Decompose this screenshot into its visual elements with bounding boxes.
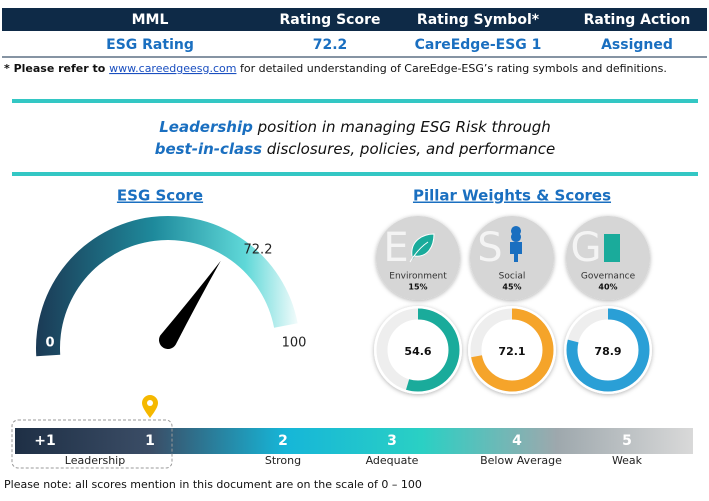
footnote-link[interactable]: www.careedgeesg.com: [109, 62, 236, 75]
tagline: Leadership position in managing ESG Risk…: [159, 118, 551, 136]
footnote-suffix: for detailed understanding of CareEdge-E…: [236, 62, 666, 75]
footnote-prefix: * Please refer to: [4, 62, 109, 75]
gauge-min: 0: [45, 336, 54, 351]
section-title: Pillar Weights & Scores: [413, 187, 611, 205]
scale-name: Strong: [265, 454, 301, 467]
donut-arc: [376, 308, 460, 392]
donut-value: 72.1: [498, 345, 525, 358]
pillar-badge: [376, 216, 460, 300]
donut-arc: [566, 308, 650, 392]
donut-value: 78.9: [594, 345, 621, 358]
tagline: best-in-class disclosures, policies, and…: [155, 140, 556, 158]
note: Please note: all scores mention in this …: [4, 478, 422, 491]
table-header: Rating Symbol*: [417, 12, 540, 28]
pillar-letter: G: [571, 225, 602, 271]
pillar-name: Governance: [581, 272, 636, 282]
table-cell: CareEdge-ESG 1: [415, 37, 542, 53]
tagline-text: position in managing ESG Risk through: [253, 118, 551, 136]
footnote: * Please refer to www.careedgeesg.com fo…: [4, 62, 667, 75]
scale-level: 2: [278, 433, 288, 449]
pillar-weight: 40%: [598, 283, 617, 292]
scale-name: Below Average: [480, 454, 562, 467]
scale-name: Adequate: [366, 454, 419, 467]
table-header: Rating Action: [584, 12, 691, 28]
scale-name: Leadership: [65, 454, 125, 467]
gauge-max: 100: [282, 336, 307, 351]
pillar-name: Environment: [389, 272, 447, 282]
donut-value: 54.6: [404, 345, 431, 358]
scale-name: Weak: [612, 454, 643, 467]
scale-level: 4: [512, 433, 522, 449]
table-cell: Assigned: [601, 37, 673, 53]
pillar-letter: E: [383, 225, 408, 271]
table-cell: ESG Rating: [106, 37, 194, 53]
pillar-letter: S: [477, 225, 502, 271]
scale-level: 5: [622, 433, 632, 449]
marker-pin: [142, 395, 158, 418]
pillar-weight: 45%: [502, 283, 521, 292]
donut-arc: [470, 308, 554, 392]
gauge-arc: [35, 215, 298, 357]
scale-level: +1: [34, 433, 55, 449]
table-header: Rating Score: [280, 12, 381, 28]
pillar-badge: [470, 216, 554, 300]
tagline-em: Leadership: [159, 118, 253, 136]
gauge-value: 72.2: [244, 243, 273, 258]
pillar-icon: [604, 234, 620, 262]
section-title: ESG Score: [117, 187, 203, 205]
scale-level: 3: [387, 433, 397, 449]
pillar-weight: 15%: [408, 283, 427, 292]
pillar-icon: [409, 233, 435, 263]
scale-level: 1: [145, 433, 155, 449]
gauge-needle: [159, 260, 221, 349]
scale-bar: [15, 428, 693, 454]
pillar-icon: [510, 226, 522, 262]
table-header-bg: [2, 8, 707, 31]
table-cell: 72.2: [313, 37, 348, 53]
current-box: [11, 419, 173, 469]
tagline-em: best-in-class: [155, 140, 262, 158]
tagline-text: disclosures, policies, and performance: [262, 140, 555, 158]
pillar-name: Social: [499, 272, 526, 282]
table-header: MML: [132, 12, 169, 28]
